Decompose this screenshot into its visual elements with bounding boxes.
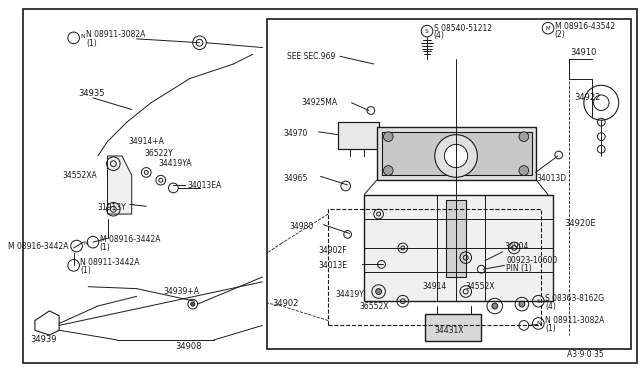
Circle shape <box>376 289 381 294</box>
Circle shape <box>519 301 525 307</box>
Text: 34970: 34970 <box>284 129 308 138</box>
Text: N 08911-3442A: N 08911-3442A <box>81 258 140 267</box>
Text: 34910: 34910 <box>570 48 596 57</box>
Text: S: S <box>536 299 540 304</box>
Text: (4): (4) <box>545 302 556 311</box>
Text: (4): (4) <box>434 32 445 41</box>
Text: M 08916-3442A: M 08916-3442A <box>8 241 69 250</box>
Text: SEE SEC.969: SEE SEC.969 <box>287 52 335 61</box>
Text: M: M <box>546 26 550 31</box>
Text: (1): (1) <box>100 243 111 253</box>
Text: 34904: 34904 <box>504 241 529 250</box>
Text: 31913Y: 31913Y <box>98 203 127 212</box>
Text: 34013D: 34013D <box>536 174 566 183</box>
Text: A3·9·0 35: A3·9·0 35 <box>568 350 604 359</box>
Text: M 08916-3442A: M 08916-3442A <box>100 235 160 244</box>
Bar <box>381 132 532 175</box>
Text: 34925MA: 34925MA <box>301 98 337 107</box>
Text: 34920E: 34920E <box>564 219 596 228</box>
Text: (1): (1) <box>545 324 556 333</box>
Text: M 08916-43542: M 08916-43542 <box>555 22 615 31</box>
Text: 34552X: 34552X <box>466 282 495 291</box>
Circle shape <box>519 166 529 175</box>
Text: S 08363-8162G: S 08363-8162G <box>545 294 604 303</box>
Text: 34419Y: 34419Y <box>335 290 364 299</box>
Circle shape <box>383 166 393 175</box>
Text: 36522Y: 36522Y <box>145 148 173 158</box>
Text: (2): (2) <box>555 29 566 39</box>
Bar <box>328 209 541 326</box>
Text: 34980: 34980 <box>289 222 314 231</box>
Text: 34431X: 34431X <box>435 326 464 335</box>
Bar <box>425 314 481 341</box>
Text: 34914+A: 34914+A <box>129 137 164 146</box>
Polygon shape <box>108 156 132 214</box>
Circle shape <box>191 302 195 306</box>
Circle shape <box>383 132 393 141</box>
Text: (1): (1) <box>86 39 97 48</box>
Text: 34902: 34902 <box>272 299 298 308</box>
Bar <box>377 127 536 180</box>
Text: N: N <box>536 321 541 326</box>
Text: 34908: 34908 <box>175 342 202 351</box>
Text: S: S <box>425 29 429 33</box>
Circle shape <box>492 303 498 309</box>
Text: 34552XA: 34552XA <box>62 171 97 180</box>
Bar <box>446 199 466 277</box>
Bar <box>364 195 553 301</box>
Text: 34902F: 34902F <box>319 246 348 255</box>
Bar <box>268 19 631 349</box>
Text: N 08911-3082A: N 08911-3082A <box>86 31 146 39</box>
Text: N 08911-3082A: N 08911-3082A <box>545 316 605 325</box>
Text: 00923-10600: 00923-10600 <box>506 256 557 265</box>
Text: 34013EA: 34013EA <box>187 180 221 189</box>
Text: 34419YA: 34419YA <box>159 159 193 168</box>
Text: 34922: 34922 <box>574 93 600 102</box>
Text: 34939: 34939 <box>30 336 56 344</box>
Text: M: M <box>83 241 88 246</box>
Text: 34013E: 34013E <box>319 261 348 270</box>
Text: 34939+A: 34939+A <box>164 287 200 296</box>
Text: 36552X: 36552X <box>359 302 388 311</box>
Text: 34914: 34914 <box>422 282 447 291</box>
Bar <box>338 122 379 149</box>
Circle shape <box>444 144 468 168</box>
Bar <box>338 122 379 149</box>
Circle shape <box>519 132 529 141</box>
Text: 34935: 34935 <box>79 89 105 97</box>
Text: N: N <box>81 34 85 39</box>
Text: S 08540-51212: S 08540-51212 <box>434 24 492 33</box>
Text: 34965: 34965 <box>284 174 308 183</box>
Text: PIN (1): PIN (1) <box>506 264 532 273</box>
Circle shape <box>435 135 477 177</box>
Text: (1): (1) <box>81 266 91 275</box>
